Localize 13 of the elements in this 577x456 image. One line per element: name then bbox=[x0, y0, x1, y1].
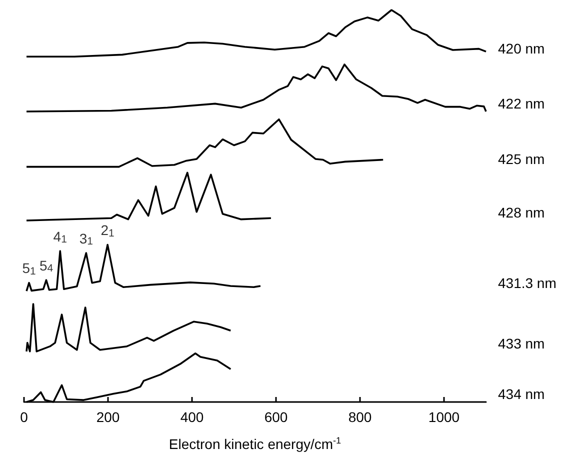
x-tick-label: 200 bbox=[96, 409, 120, 425]
text: 433 nm bbox=[498, 335, 545, 352]
x-tick-label: 600 bbox=[264, 409, 288, 425]
series-label: 422 nm bbox=[498, 96, 545, 112]
x-tick-label: 800 bbox=[348, 409, 372, 425]
x-tick-label: 400 bbox=[180, 409, 204, 425]
text: 425 nm bbox=[498, 150, 545, 167]
series-label: 420 nm bbox=[498, 40, 545, 57]
text: 434 nm bbox=[498, 386, 545, 402]
x-tick-label: 1000 bbox=[428, 409, 460, 425]
text: 431.3 nm bbox=[498, 275, 556, 292]
text: 428 nm bbox=[498, 204, 545, 221]
x-tick-label: 0 bbox=[20, 409, 28, 425]
